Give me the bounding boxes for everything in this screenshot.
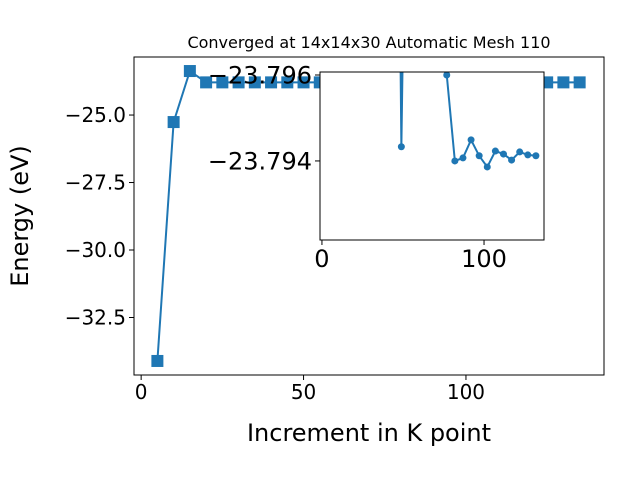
y-tick-label: −30.0: [65, 238, 126, 262]
y-tick-label: −27.5: [65, 171, 126, 195]
marker: [281, 76, 294, 89]
marker: [232, 76, 245, 89]
marker: [508, 156, 516, 164]
axes-frame: [133, 56, 605, 376]
plot-area: [397, 72, 540, 171]
marker: [265, 76, 278, 89]
marker: [451, 157, 459, 165]
y-tick-label: −25.0: [65, 103, 126, 127]
marker: [516, 148, 524, 156]
y-tick-label: −32.5: [65, 306, 126, 330]
marker: [475, 152, 483, 160]
x-axis-label: Increment in K point: [247, 419, 491, 447]
marker: [483, 163, 491, 171]
axes-background: [320, 72, 544, 240]
marker: [573, 76, 586, 89]
y-tick-label: −23.794: [208, 148, 312, 176]
marker: [397, 143, 405, 151]
marker: [557, 76, 570, 89]
y-tick-label: −23.796: [208, 62, 312, 90]
axes: 0 100 −23.796 −23.794: [208, 62, 545, 273]
marker: [200, 76, 213, 89]
marker: [216, 76, 229, 89]
marker: [167, 116, 180, 129]
marker: [524, 151, 532, 159]
x-tick-label: 100: [461, 245, 507, 273]
marker: [467, 136, 475, 144]
marker: [499, 150, 507, 158]
axes-frame: [319, 71, 545, 241]
marker: [443, 72, 451, 79]
marker: [248, 76, 261, 89]
marker: [491, 147, 499, 155]
x-tick-label: 100: [447, 380, 485, 404]
x-tick-label: 50: [291, 380, 316, 404]
y-axis-label: Energy (eV): [6, 145, 34, 287]
marker: [297, 76, 310, 89]
series-line: [399, 72, 537, 169]
marker: [459, 154, 467, 162]
marker: [151, 354, 164, 367]
x-tick-label: 0: [135, 380, 148, 404]
marker: [532, 152, 540, 160]
marker: [183, 65, 196, 78]
x-tick-label: 0: [314, 245, 329, 273]
chart-title: Converged at 14x14x30 Automatic Mesh 110: [187, 33, 550, 52]
